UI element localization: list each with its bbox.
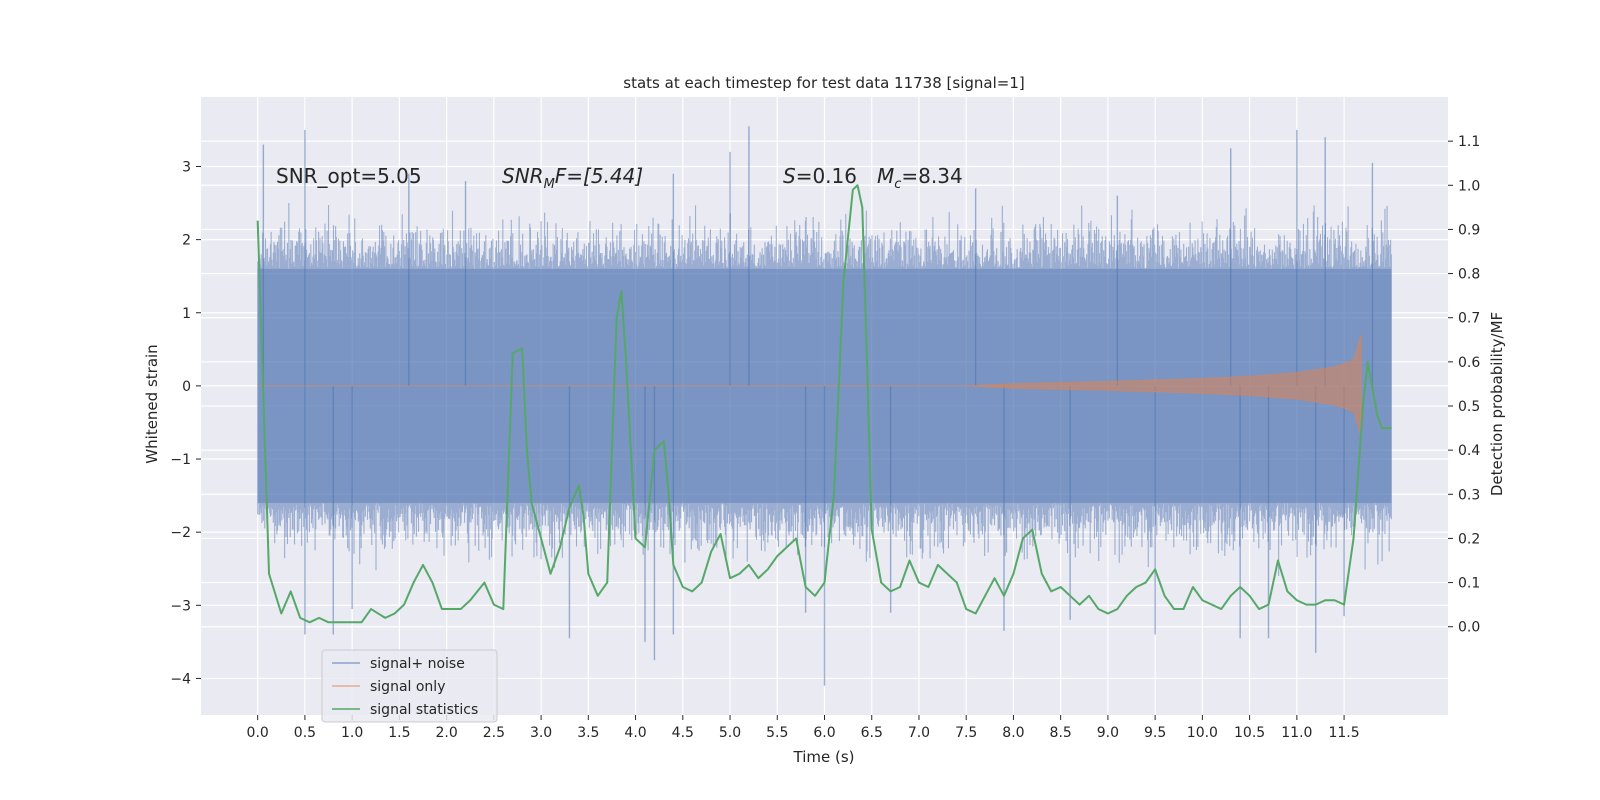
x-tick-label-13: 6.5	[861, 725, 883, 741]
left-tick-label-1: −3	[170, 598, 191, 614]
legend-label-stats: signal statistics	[370, 702, 478, 718]
left-tick-label-5: 1	[182, 306, 191, 322]
legend: signal+ noise signal only signal statist…	[321, 649, 498, 723]
mc-value: =8.34	[901, 164, 962, 188]
x-tick-label-3: 1.5	[388, 725, 410, 741]
mc-subscript: c	[894, 177, 901, 192]
left-axis-ticks: −4 −3 −2 −1 0 1 2 3	[170, 159, 201, 687]
x-tick-label-18: 9.0	[1097, 725, 1119, 741]
snr-mf-base: SNR	[502, 164, 544, 188]
x-tick-label-23: 11.5	[1328, 725, 1359, 741]
x-tick-label-17: 8.5	[1050, 725, 1072, 741]
right-tick-label-5: 0.5	[1458, 399, 1480, 415]
x-tick-label-20: 10.0	[1187, 725, 1218, 741]
x-tick-label-7: 3.5	[577, 725, 599, 741]
right-tick-label-4: 0.4	[1458, 443, 1480, 459]
s-annotation: S=0.16	[783, 164, 857, 188]
right-tick-label-7: 0.7	[1458, 311, 1480, 327]
x-tick-label-6: 3.0	[530, 725, 552, 741]
left-tick-label-4: 0	[182, 379, 191, 395]
x-tick-label-8: 4.0	[624, 725, 646, 741]
left-tick-label-6: 2	[182, 233, 191, 249]
series-layer	[256, 126, 1392, 686]
right-tick-label-10: 1.0	[1458, 178, 1480, 194]
x-axis-label: Time (s)	[793, 748, 855, 766]
left-axis-label: Whitened strain	[143, 344, 161, 463]
right-tick-label-11: 1.1	[1458, 134, 1480, 150]
right-tick-label-1: 0.1	[1458, 576, 1480, 592]
x-tick-label-4: 2.0	[435, 725, 457, 741]
right-tick-label-9: 0.9	[1458, 222, 1480, 238]
left-tick-label-0: −4	[170, 671, 191, 687]
x-tick-label-2: 1.0	[341, 725, 363, 741]
x-tick-label-10: 5.0	[719, 725, 741, 741]
legend-label-noise: signal+ noise	[370, 656, 465, 672]
chart-title: stats at each timestep for test data 117…	[623, 74, 1024, 92]
x-tick-label-21: 10.5	[1234, 725, 1265, 741]
x-tick-label-14: 7.0	[908, 725, 930, 741]
mc-symbol: M	[877, 164, 894, 188]
series-signal-only	[257, 334, 1362, 438]
snr-mf-rest: F=[5.44]	[555, 164, 643, 188]
x-tick-label-0: 0.0	[247, 725, 269, 741]
right-tick-label-2: 0.2	[1458, 531, 1480, 547]
s-symbol: S	[783, 164, 796, 188]
left-tick-label-2: −2	[170, 525, 191, 541]
left-tick-label-3: −1	[170, 452, 191, 468]
x-tick-label-11: 5.5	[766, 725, 788, 741]
x-tick-label-15: 7.5	[955, 725, 977, 741]
legend-label-signal: signal only	[370, 679, 445, 695]
right-tick-label-6: 0.6	[1458, 355, 1480, 371]
mc-annotation: Mc=8.34	[877, 164, 963, 192]
x-tick-label-19: 9.5	[1144, 725, 1166, 741]
right-axis-label: Detection probability/MF	[1488, 312, 1506, 496]
snr-mf-annotation: SNRMF=[5.44]	[502, 164, 643, 192]
x-tick-label-12: 6.0	[813, 725, 835, 741]
left-tick-label-7: 3	[182, 159, 191, 175]
x-tick-label-22: 11.0	[1281, 725, 1312, 741]
x-tick-label-1: 0.5	[294, 725, 316, 741]
x-axis-ticks: 0.0 0.5 1.0 1.5 2.0 2.5 3.0 3.5 4.0 4.5 5.0 5.5 6.0 6…	[247, 715, 1360, 741]
right-axis-ticks: 0.0 0.1 0.2 0.3 0.4 0.5 0.6 0.7 0.8 0.9 1.0 1.1	[1448, 134, 1480, 636]
s-value: =0.16	[796, 164, 857, 188]
right-tick-label-8: 0.8	[1458, 267, 1480, 283]
x-tick-label-9: 4.5	[672, 725, 694, 741]
right-tick-label-0: 0.0	[1458, 620, 1480, 636]
x-tick-label-5: 2.5	[483, 725, 505, 741]
snr-opt-annotation: SNR_opt=5.05	[276, 164, 422, 188]
x-tick-label-16: 8.0	[1002, 725, 1024, 741]
snr-mf-subscript: M	[544, 177, 555, 192]
right-tick-label-3: 0.3	[1458, 487, 1480, 503]
legend-box	[321, 649, 498, 723]
